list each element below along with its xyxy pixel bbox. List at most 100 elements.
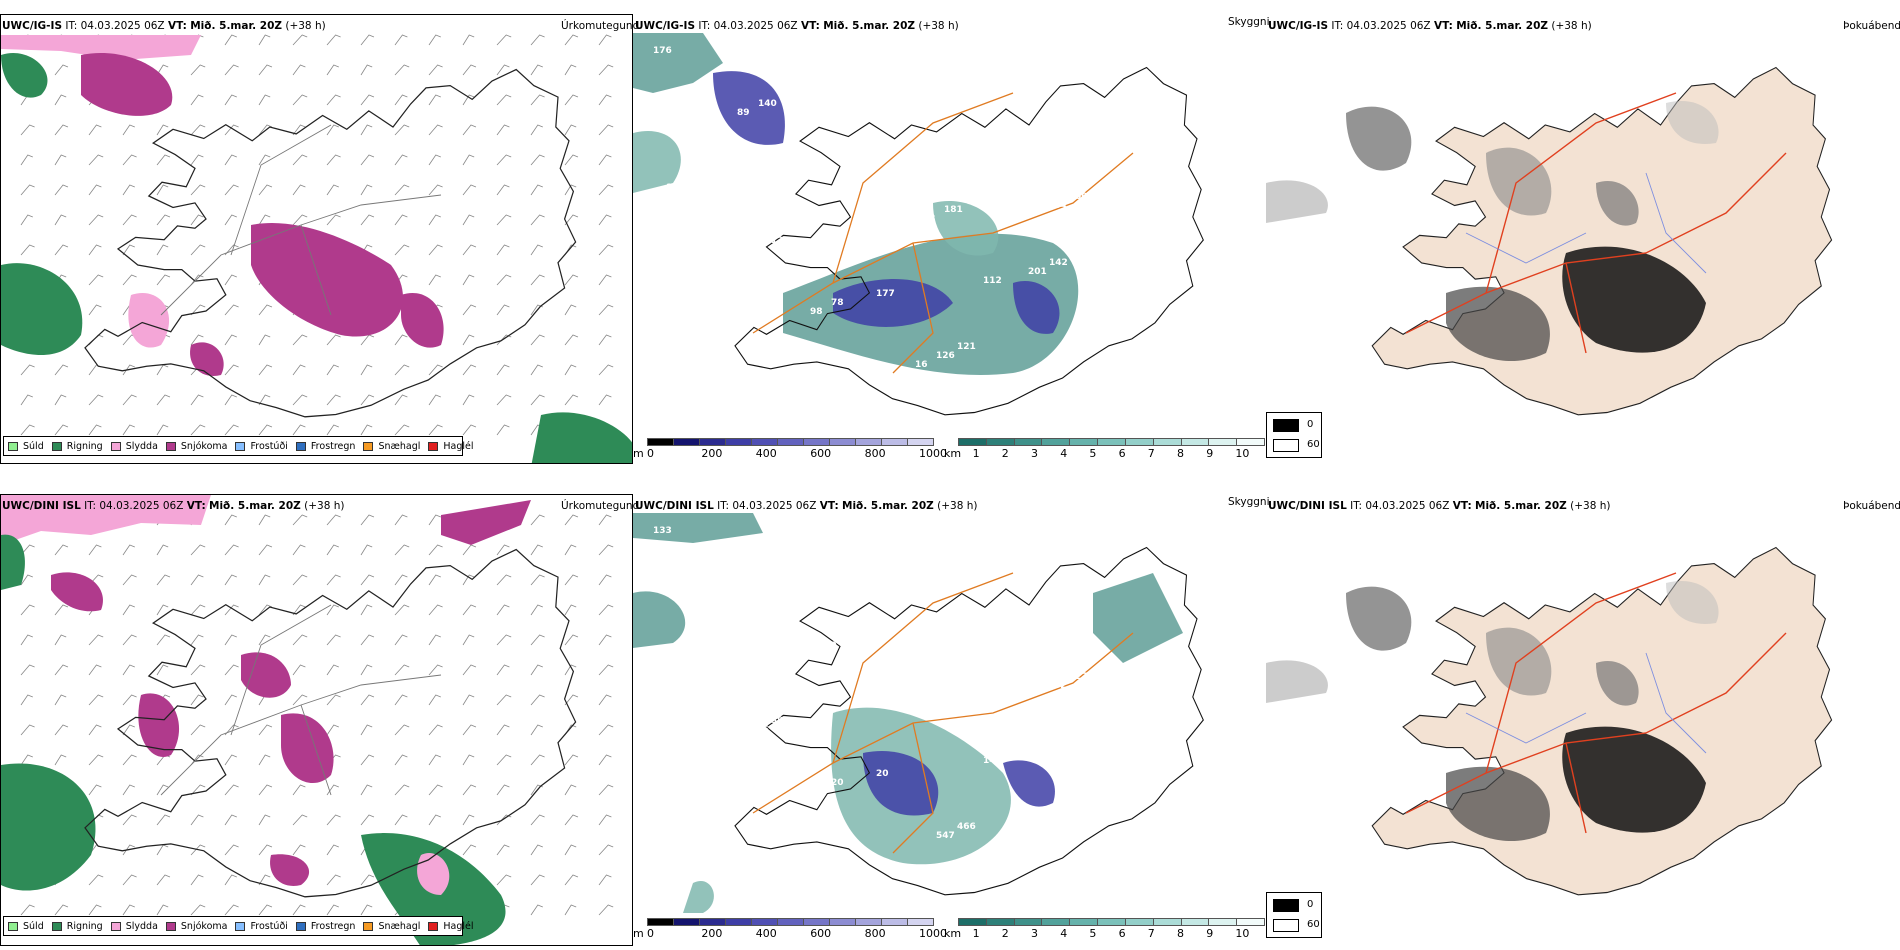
colorbar-tick: 600: [810, 927, 832, 940]
colorbar-segment: [958, 918, 987, 926]
colorbar-segment: [1180, 918, 1210, 926]
colorbar-tick: 7: [1147, 447, 1155, 460]
colorbar-segment: [1041, 918, 1071, 926]
model-name: UWC/DINI ISL: [1268, 500, 1347, 512]
legend-label: Snæhagl: [378, 920, 421, 932]
legend-item: Snæhagl: [363, 921, 420, 932]
colorbar-segment: [1124, 918, 1154, 926]
lead-time: (+38 h): [1570, 500, 1611, 512]
legend-item: Haglél: [428, 920, 474, 932]
colorbar-tick: 600: [810, 447, 832, 460]
colorbar-segment: [803, 438, 830, 446]
land-area: [1371, 546, 1833, 896]
colorbar-segment: [855, 438, 882, 446]
fog-legend-max-label: 60: [1307, 439, 1320, 450]
precip-area: [417, 853, 450, 895]
colorbar-tick: 400: [755, 927, 777, 940]
colorbar-unit: km: [944, 447, 962, 460]
visibility-label: 415: [1028, 747, 1047, 757]
visibility-label: 65: [1015, 130, 1028, 140]
legend-item: Snjókoma: [165, 440, 228, 452]
fog-area: [1562, 726, 1706, 833]
visibility-label: 107: [763, 382, 782, 392]
precip-map: [1, 34, 632, 463]
river-network: [1465, 652, 1707, 754]
visibility-label: 534: [970, 619, 989, 629]
legend-swatch: [51, 441, 62, 451]
visibility-area: [1003, 760, 1055, 807]
visibility-label: 89: [737, 108, 750, 118]
colorbar-segment: [958, 438, 987, 446]
colorbar-segment: [855, 918, 882, 926]
visibility-label: 236: [692, 117, 711, 127]
valid-label: VT:: [186, 500, 206, 512]
panel-header-fog-1: UWC/DINI ISL IT: 04.03.2025 06Z VT: Mið.…: [1268, 500, 1610, 513]
colorbar-tick: 10: [1235, 447, 1250, 460]
visibility-panel: 133 133 463 112 1 219 470 84 255 220 399 20 466 181 26…: [633, 513, 1266, 913]
precip-area: [1, 35, 201, 60]
visibility-map: 176 140 294 181 142 214 212 134 65 100 126 177 121 26…: [633, 33, 1204, 416]
visibility-label: 64: [889, 86, 902, 96]
legend-item: Frostregn: [295, 441, 355, 452]
lead-time: (+38 h): [937, 500, 978, 512]
lead-time: (+38 h): [1551, 20, 1592, 32]
visibility-area: [633, 33, 723, 93]
colorbar-segment: [647, 918, 674, 926]
visibility-label: 124: [1088, 809, 1107, 819]
colorbar-segment: [777, 438, 804, 446]
visibility-label: 85: [949, 148, 962, 158]
visibility-label: 155: [750, 725, 769, 735]
fog-area: [1346, 106, 1412, 171]
colorbar-tick: 200: [701, 927, 723, 940]
colorbar-meters: m 0 200 400 600 800 1000: [633, 438, 947, 462]
colorbar-km: km 1 2 3 4 5 6 7 8 9 10: [944, 918, 1265, 942]
panel-header-precip-1: UWC/DINI ISL IT: 04.03.2025 06Z VT: Mið.…: [2, 500, 344, 513]
visibility-label: 72: [750, 245, 763, 255]
legend-label: Rigning: [66, 440, 103, 452]
precip-area: [81, 53, 173, 116]
colorbar-tick: 2: [1001, 447, 1009, 460]
visibility-area: [633, 131, 681, 193]
precip-area: [241, 652, 291, 698]
colorbar-segment: [881, 918, 908, 926]
legend-item: Súld: [8, 441, 44, 452]
lead-time: (+38 h): [285, 20, 326, 32]
fog-area: [1666, 581, 1719, 624]
valid-label: VT:: [819, 500, 839, 512]
legend-label: Slydda: [125, 920, 158, 932]
legend-item: Rigning: [51, 921, 103, 932]
visibility-label: 216: [1041, 64, 1060, 74]
colorbar-segment: [907, 438, 934, 446]
visibility-label: 145: [983, 756, 1002, 766]
legend-swatch: [295, 441, 306, 451]
colorbar-segment: [673, 918, 700, 926]
colorbar-segment: [1097, 918, 1126, 926]
coastline: [734, 66, 1204, 416]
river-network: [1465, 172, 1707, 274]
colorbar-tick: 0: [647, 447, 654, 460]
visibility-label: 260: [1062, 55, 1081, 65]
colorbar-segment: [1236, 918, 1265, 926]
visibility-label: 101: [902, 223, 921, 233]
init-label: IT:: [698, 20, 711, 32]
legend-swatch: [295, 921, 306, 931]
fog-area: [1346, 586, 1412, 651]
model-name: UWC/IG-IS: [2, 20, 63, 32]
visibility-area: [833, 279, 953, 327]
model-name: UWC/DINI ISL: [2, 500, 81, 512]
colorbar-tick: 3: [1031, 447, 1038, 460]
legend-label: Haglél: [443, 920, 474, 932]
fog-area: [1596, 661, 1639, 706]
visibility-area: [863, 751, 939, 816]
visibility-label: 93: [923, 214, 936, 224]
visibility-label: 112: [983, 276, 1002, 286]
legend-label: Snjókoma: [180, 440, 228, 452]
visibility-area: [683, 880, 714, 913]
colorbar-unit: m: [633, 927, 644, 940]
visibility-label: 84: [1054, 201, 1067, 211]
precip-area: [138, 693, 180, 757]
colorbar-segment: [1152, 438, 1182, 446]
visibility-label: 220: [666, 663, 685, 673]
legend-item: Frostregn: [295, 921, 355, 932]
fog-legend: 0 60: [1266, 412, 1322, 458]
